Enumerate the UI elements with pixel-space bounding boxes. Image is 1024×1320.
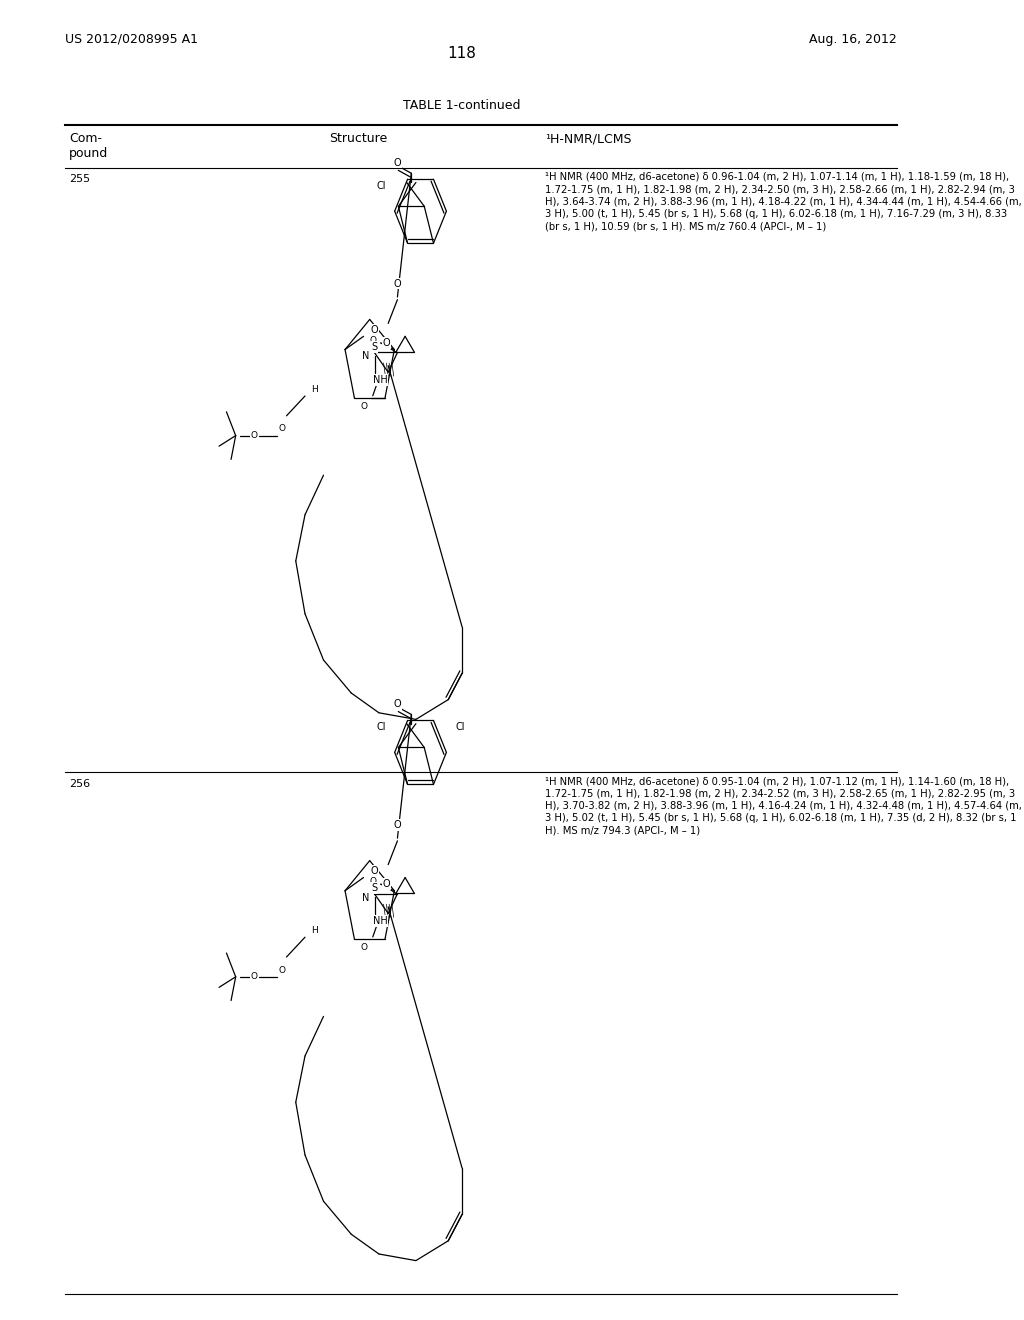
- Text: O: O: [371, 866, 379, 876]
- Text: N: N: [362, 892, 370, 903]
- Text: NH: NH: [373, 375, 387, 385]
- Text: Cl: Cl: [456, 722, 465, 733]
- Text: S: S: [372, 883, 378, 894]
- Text: O: O: [383, 338, 390, 348]
- Text: N: N: [362, 351, 370, 362]
- Text: O: O: [370, 876, 377, 886]
- Text: 256: 256: [70, 779, 90, 789]
- Text: ¹H NMR (400 MHz, d6-acetone) δ 0.96-1.04 (m, 2 H), 1.07-1.14 (m, 1 H), 1.18-1.59: ¹H NMR (400 MHz, d6-acetone) δ 0.96-1.04…: [546, 172, 1022, 231]
- Text: Structure: Structure: [329, 132, 387, 145]
- Text: H: H: [311, 927, 317, 935]
- Text: US 2012/0208995 A1: US 2012/0208995 A1: [65, 33, 198, 46]
- Text: O: O: [393, 698, 401, 709]
- Text: TABLE 1-continued: TABLE 1-continued: [403, 99, 521, 112]
- Text: Cl: Cl: [376, 181, 386, 191]
- Text: O: O: [360, 942, 367, 952]
- Text: Com-
pound: Com- pound: [70, 132, 109, 160]
- Text: O: O: [360, 401, 367, 411]
- Text: Aug. 16, 2012: Aug. 16, 2012: [809, 33, 897, 46]
- Text: Cl: Cl: [376, 722, 386, 733]
- Text: 255: 255: [70, 174, 90, 185]
- Text: O: O: [393, 279, 401, 289]
- Text: O: O: [371, 325, 379, 335]
- Text: H: H: [311, 385, 317, 393]
- Text: O: O: [279, 966, 286, 974]
- Text: O: O: [370, 335, 377, 345]
- Text: S: S: [372, 342, 378, 352]
- Text: NH: NH: [373, 916, 387, 927]
- Text: O: O: [251, 432, 258, 440]
- Text: O: O: [383, 879, 390, 890]
- Text: ¹H NMR (400 MHz, d6-acetone) δ 0.95-1.04 (m, 2 H), 1.07-1.12 (m, 1 H), 1.14-1.60: ¹H NMR (400 MHz, d6-acetone) δ 0.95-1.04…: [546, 776, 1022, 836]
- Text: O: O: [279, 425, 286, 433]
- Text: ¹H-NMR/LCMS: ¹H-NMR/LCMS: [546, 132, 632, 145]
- Text: O: O: [393, 157, 401, 168]
- Text: O: O: [393, 820, 401, 830]
- Text: O: O: [251, 973, 258, 981]
- Text: 118: 118: [447, 46, 476, 61]
